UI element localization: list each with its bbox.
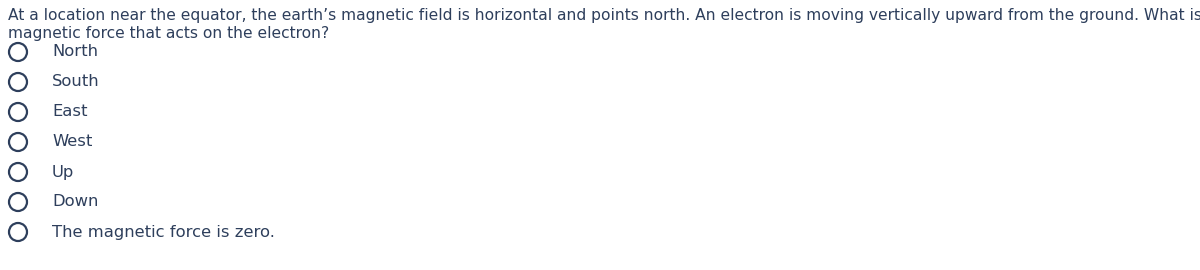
Text: The magnetic force is zero.: The magnetic force is zero. <box>52 224 275 239</box>
Text: East: East <box>52 104 88 120</box>
Text: Up: Up <box>52 164 74 180</box>
Text: South: South <box>52 75 100 89</box>
Text: West: West <box>52 134 92 150</box>
Text: At a location near the equator, the earth’s magnetic field is horizontal and poi: At a location near the equator, the eart… <box>8 8 1200 23</box>
Text: North: North <box>52 45 98 59</box>
Text: Down: Down <box>52 194 98 210</box>
Text: magnetic force that acts on the electron?: magnetic force that acts on the electron… <box>8 26 329 41</box>
